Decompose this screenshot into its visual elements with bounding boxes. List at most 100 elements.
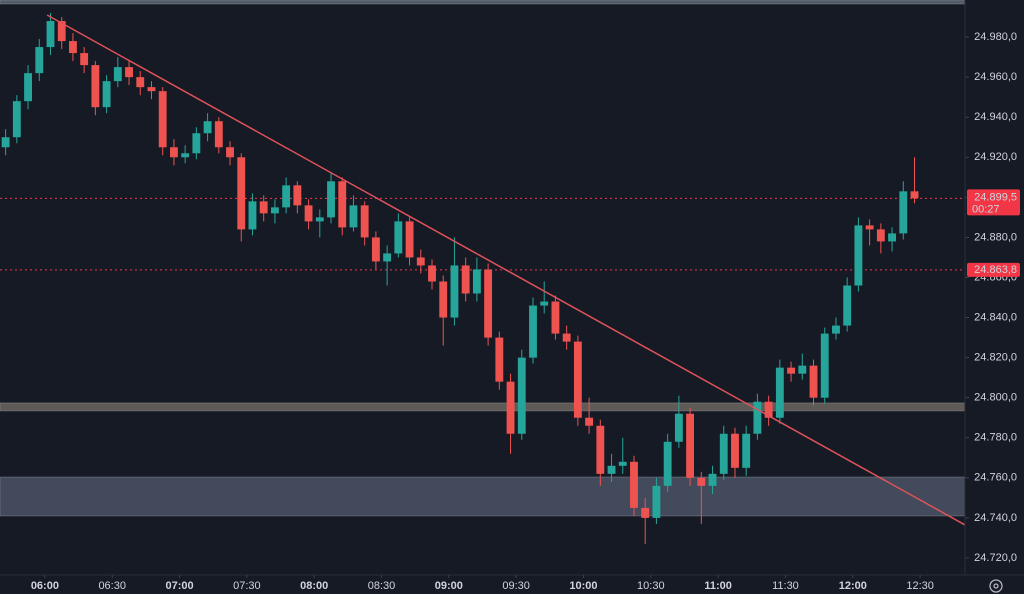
candle-body: [203, 121, 212, 134]
candle-body: [1, 137, 10, 148]
candle-body: [731, 433, 739, 468]
candle-body: [742, 433, 751, 468]
candle-body: [327, 181, 335, 218]
x-tick-label: 06:00: [31, 580, 59, 592]
candle-body: [630, 461, 638, 508]
candle-body: [843, 285, 852, 326]
candle-body: [80, 53, 89, 66]
candle-body: [775, 367, 784, 418]
candle-body: [484, 269, 493, 338]
candle-body: [12, 101, 21, 138]
candle-body: [24, 73, 32, 102]
candle-body: [697, 477, 706, 486]
candle-body: [192, 133, 201, 154]
x-tick-label: 08:30: [368, 580, 396, 592]
candle-body: [383, 253, 392, 262]
current-price-label: 24.899,5: [974, 191, 1017, 203]
candle-body: [854, 225, 863, 286]
candle-body: [270, 207, 279, 214]
candle-body: [416, 257, 425, 266]
candle-body: [91, 65, 100, 108]
price-axis-panel: [965, 0, 1024, 594]
candle-body: [136, 77, 145, 88]
x-tick-label: 10:30: [637, 580, 665, 592]
candle-body: [214, 121, 223, 148]
y-tick-label: 24.780,0: [974, 432, 1017, 444]
candle-body: [607, 465, 616, 474]
y-tick-label: 24.840,0: [974, 311, 1017, 323]
candle-body: [102, 81, 111, 108]
candle-body: [652, 485, 661, 518]
candle-body: [394, 221, 403, 254]
y-tick-label: 24.740,0: [974, 512, 1017, 524]
y-tick-label: 24.920,0: [974, 151, 1017, 163]
candle-body: [237, 157, 246, 230]
candle-body: [719, 433, 728, 474]
candle-body: [226, 147, 234, 158]
x-tick-label: 12:00: [839, 580, 867, 592]
x-tick-label: 10:00: [569, 580, 597, 592]
candle-body: [764, 401, 773, 418]
candle-body: [69, 41, 77, 54]
y-tick-label: 24.720,0: [974, 552, 1017, 564]
candle-body: [147, 87, 156, 92]
candle-body: [506, 381, 515, 434]
candle-body: [708, 473, 717, 486]
x-tick-label: 06:30: [98, 580, 126, 592]
candle-body: [349, 205, 358, 228]
x-tick-label: 09:00: [435, 580, 463, 592]
y-tick-label: 24.880,0: [974, 231, 1017, 243]
x-tick-label: 12:30: [906, 580, 934, 592]
x-tick-label: 11:00: [704, 580, 732, 592]
candle-body: [461, 265, 470, 294]
candle-body: [798, 365, 807, 374]
candle-body: [169, 147, 178, 158]
candle-body: [259, 201, 268, 214]
candle-body: [282, 185, 291, 208]
candle-body: [865, 225, 874, 230]
candle-body: [315, 217, 324, 222]
settings-ring: [989, 579, 1003, 593]
zone: [0, 402, 966, 412]
candle-body: [641, 507, 650, 518]
candle-body: [360, 205, 369, 238]
y-tick-label: 24.940,0: [974, 111, 1017, 123]
candle-body: [888, 233, 896, 242]
candle-body: [472, 269, 481, 294]
candle-body: [876, 229, 885, 242]
candle-body: [248, 201, 257, 230]
candle-body: [125, 67, 133, 78]
candle-body: [304, 205, 313, 222]
y-tick-label: 24.960,0: [974, 71, 1017, 83]
candle-body: [450, 265, 459, 318]
y-tick-label: 24.800,0: [974, 392, 1017, 404]
settings-center: [993, 583, 999, 589]
candle-body: [371, 237, 380, 262]
candle-body: [663, 441, 672, 486]
axes: 24.720,0 24.740,0 24.760,0 24.780,0 24.800,0…: [31, 31, 1020, 592]
candle-body: [439, 281, 448, 318]
candle-body: [562, 333, 571, 342]
candle-body: [910, 191, 919, 199]
candle-body: [338, 181, 347, 228]
candle-body: [113, 67, 122, 82]
settings-icon[interactable]: [989, 579, 1003, 593]
current-price-box: [967, 189, 1020, 216]
x-tick-label: 11:30: [772, 580, 799, 592]
candle-body: [899, 191, 908, 234]
zone: [0, 0, 966, 5]
candle-body: [428, 265, 436, 282]
candle-body: [540, 301, 549, 306]
plot-area: [0, 0, 966, 544]
candle-body: [35, 47, 44, 74]
candle-body: [517, 357, 526, 434]
countdown-label: 00:27: [972, 203, 1000, 215]
candle-body: [529, 305, 537, 358]
candle-body: [832, 325, 840, 334]
candle-body: [46, 21, 55, 48]
candle-body: [57, 21, 66, 42]
candle-body: [585, 417, 594, 426]
x-tick-label: 07:30: [233, 580, 261, 592]
